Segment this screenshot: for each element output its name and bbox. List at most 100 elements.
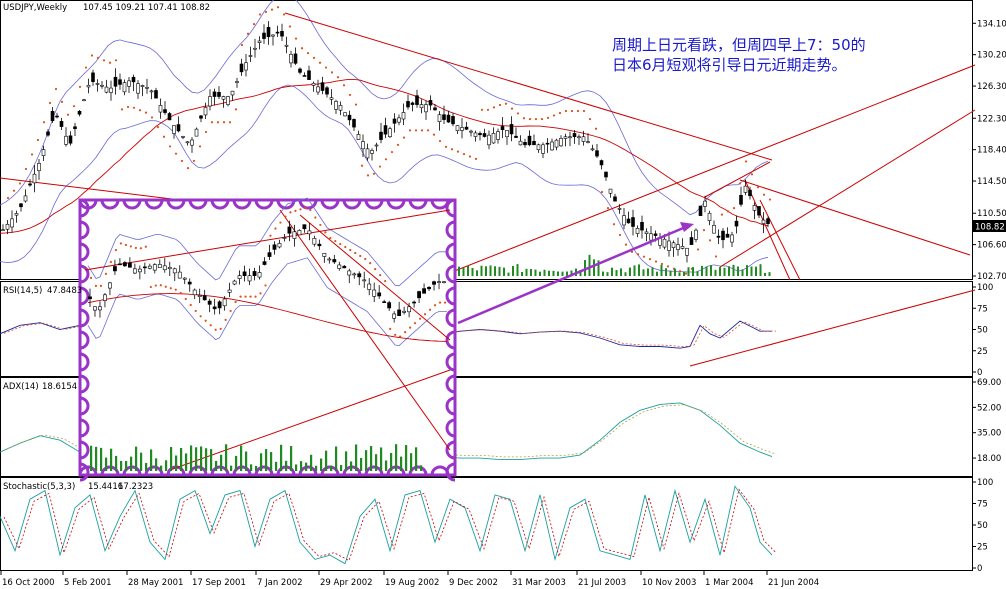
volume-bar xyxy=(678,272,681,276)
candle-body xyxy=(644,231,649,234)
inset-candle-body xyxy=(282,237,287,239)
inset-sar-dot xyxy=(124,243,127,247)
inset-volume-bar xyxy=(300,461,303,471)
volume-bar xyxy=(692,267,694,276)
sar-dot xyxy=(654,260,658,263)
candle-body xyxy=(671,242,676,248)
candle-body xyxy=(667,240,671,251)
stochastic-y-tick-label: 100 xyxy=(977,478,993,488)
stoch-value-2: 17.2323 xyxy=(118,482,153,492)
candle-body xyxy=(37,163,41,171)
candle-body xyxy=(172,125,176,134)
inset-sar-dot xyxy=(239,295,242,298)
candle-body xyxy=(613,196,617,202)
inset-candle-body xyxy=(127,262,132,268)
inset-sar-dot xyxy=(344,245,347,249)
inset-candle-body xyxy=(182,277,187,280)
trend-line xyxy=(759,199,801,281)
inset-sar-dot xyxy=(229,309,232,313)
inset-sar-dot xyxy=(174,288,177,291)
candle-body xyxy=(712,224,716,234)
inset-sar-dot xyxy=(254,295,257,298)
candle-body xyxy=(748,189,752,197)
candle-body xyxy=(451,116,455,125)
rsi-y-axis: 100 75 50 25 0 xyxy=(972,283,993,378)
sar-dot xyxy=(738,182,742,185)
inset-sar-dot xyxy=(349,248,352,252)
sar-dot xyxy=(156,126,160,129)
inset-volume-bar xyxy=(180,447,183,471)
inset-volume-bar xyxy=(305,462,308,471)
volume-bar xyxy=(647,268,649,276)
volume-bar xyxy=(507,272,510,276)
volume-bar xyxy=(683,271,685,276)
candle-body xyxy=(28,183,32,186)
volume-bar xyxy=(521,271,523,276)
inset-volume-bar xyxy=(405,445,408,471)
sar-dot xyxy=(18,182,22,185)
candle-body xyxy=(113,76,118,87)
candle-body xyxy=(32,173,37,184)
sar-dot xyxy=(114,59,118,62)
candle-body xyxy=(50,110,55,121)
panel-frames xyxy=(0,0,973,571)
inset-scallop xyxy=(79,286,90,306)
sar-dot xyxy=(138,109,142,112)
trend-line xyxy=(704,161,771,198)
volume-bar xyxy=(642,269,645,276)
volume-bar xyxy=(557,271,559,276)
inset-sar-dot xyxy=(189,303,192,307)
inset-scallop xyxy=(445,462,456,482)
candle-body xyxy=(356,134,361,141)
candle-body xyxy=(509,124,514,135)
volume-bar xyxy=(759,264,762,276)
inset-candle-body xyxy=(267,252,272,257)
inset-sar-dot xyxy=(244,295,247,298)
bollinger-upper-line xyxy=(0,0,769,216)
candle-body xyxy=(86,84,91,88)
rsi-y-tick-label: 25 xyxy=(977,347,988,357)
sar-dot xyxy=(414,129,418,132)
sar-dot xyxy=(282,13,286,16)
candle-body xyxy=(460,127,464,131)
inset-candle-body xyxy=(222,298,227,307)
inset-scallop xyxy=(298,199,318,210)
volume-bar xyxy=(687,267,690,276)
inset-candle-body xyxy=(322,252,327,257)
sar-dot xyxy=(594,127,598,130)
candle-body xyxy=(185,141,190,144)
candle-body xyxy=(226,96,230,105)
inset-volume-bar xyxy=(260,453,263,471)
inset-sar-dot xyxy=(428,308,432,311)
inset-sar-dot xyxy=(438,301,442,304)
sar-dot xyxy=(438,139,442,143)
inset-sar-dot xyxy=(309,208,312,212)
sar-dot xyxy=(324,66,328,69)
inset-candle-body xyxy=(142,266,147,269)
volume-bar xyxy=(552,270,555,276)
inset-sar-dot xyxy=(284,215,287,218)
inset-candle-body xyxy=(132,268,137,274)
sar-dot xyxy=(78,85,82,88)
inset-sar-dot xyxy=(299,208,302,211)
inset-candle-body xyxy=(412,301,416,304)
candle-body xyxy=(518,140,523,146)
inset-volume-bar xyxy=(100,447,103,471)
inset-sar-dot xyxy=(274,227,277,230)
inset-candle-body xyxy=(427,286,431,290)
candle-body xyxy=(572,133,577,138)
sar-dot xyxy=(540,117,544,121)
sar-dot xyxy=(234,108,238,111)
inset-candle-body xyxy=(347,270,352,276)
inset-candle-body xyxy=(152,264,157,271)
price-y-tick-label: 102.70 xyxy=(977,272,1006,282)
candle-body xyxy=(554,139,559,148)
inset-sar-dot xyxy=(379,273,382,277)
inset-candle-body xyxy=(387,302,392,309)
stochastic-main-line xyxy=(0,485,773,565)
inset-volume-bar xyxy=(420,465,423,471)
sar-dot xyxy=(486,108,490,111)
inset-scallop xyxy=(79,352,90,372)
x-tick-label: 5 Feb 2001 xyxy=(64,578,112,588)
